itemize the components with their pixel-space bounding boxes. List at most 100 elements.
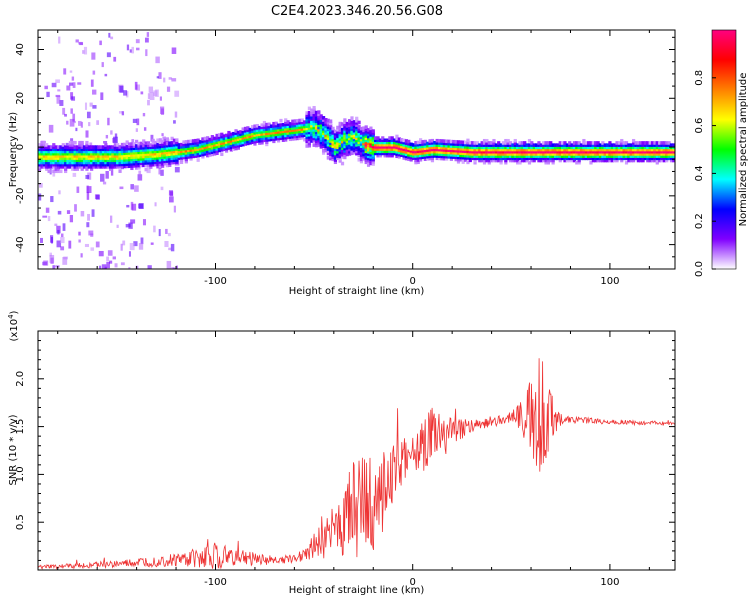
heatmap-cell xyxy=(596,147,600,152)
heatmap-cell xyxy=(92,145,96,149)
heatmap-cell xyxy=(603,152,607,156)
heatmap-cell xyxy=(215,136,219,140)
heatmap-cell xyxy=(66,162,70,167)
heatmap-cell xyxy=(544,147,548,152)
heatmap-cell xyxy=(123,144,127,149)
heatmap-cell xyxy=(144,141,148,146)
heatmap-cell xyxy=(665,147,669,152)
heatmap-cell xyxy=(295,127,300,132)
heatmap-cell xyxy=(274,132,278,137)
heatmap-cell xyxy=(78,162,82,167)
heatmap-cell xyxy=(400,142,404,147)
heatmap-cell xyxy=(329,137,333,141)
heatmap-cell xyxy=(369,152,373,157)
heatmap-cell xyxy=(255,126,259,130)
heatmap-cell xyxy=(80,160,84,165)
heatmap-cell xyxy=(227,139,231,144)
heatmap-cell xyxy=(364,142,368,147)
heatmap-cell xyxy=(246,130,250,135)
heatmap-cell xyxy=(544,154,548,158)
heatmap-cell xyxy=(549,147,553,152)
heatmap-cell xyxy=(468,145,472,149)
heatmap-cell xyxy=(646,147,650,152)
heatmap-cell xyxy=(170,154,174,158)
heatmap-cell xyxy=(636,152,640,156)
heatmap-cell xyxy=(404,150,409,154)
heatmap-cell xyxy=(634,145,638,150)
heatmap-cell xyxy=(277,125,281,130)
heatmap-cell xyxy=(527,160,532,165)
heatmap-cell xyxy=(461,147,465,151)
heatmap-cell xyxy=(210,150,214,154)
heatmap-cell xyxy=(64,160,68,165)
heatmap-cell xyxy=(516,154,520,158)
heatmap-cell xyxy=(388,149,392,154)
heatmap-cell xyxy=(194,152,198,156)
heatmap-cell xyxy=(646,149,650,154)
heatmap-cell xyxy=(82,154,87,158)
heatmap-cell xyxy=(539,152,543,156)
heatmap-cell xyxy=(314,132,319,137)
heatmap-cell xyxy=(542,145,546,150)
heatmap-cell xyxy=(364,145,368,149)
heatmap-cell xyxy=(127,159,132,164)
heatmap-cell xyxy=(189,152,193,157)
heatmap-cell xyxy=(520,149,524,154)
heatmap-cell xyxy=(667,143,671,147)
heatmap-cell xyxy=(196,140,200,145)
heatmap-cell xyxy=(575,147,579,152)
heatmap-cell xyxy=(267,122,271,127)
heatmap-cell xyxy=(120,243,123,251)
heatmap-cell xyxy=(475,154,480,158)
heatmap-cell xyxy=(312,123,316,128)
heatmap-cell xyxy=(506,149,510,154)
heatmap-cell xyxy=(494,152,498,156)
heatmap-cell xyxy=(146,147,151,152)
heatmap-cell xyxy=(71,143,75,147)
heatmap-cell xyxy=(532,154,536,158)
heatmap-cell xyxy=(170,149,174,154)
heatmap-cell xyxy=(80,147,84,152)
heatmap-cell xyxy=(118,158,122,162)
heatmap-cell xyxy=(145,49,148,57)
heatmap-cell xyxy=(615,152,619,156)
heatmap-cell xyxy=(161,142,165,146)
heatmap-cell xyxy=(338,143,342,148)
heatmap-cell xyxy=(236,143,240,148)
heatmap-cell xyxy=(239,132,243,136)
heatmap-cell xyxy=(423,152,427,157)
heatmap-cell xyxy=(298,118,302,123)
heatmap-cell xyxy=(56,156,61,160)
heatmap-cell xyxy=(95,194,100,200)
colorbar-tick-label: 0.4 xyxy=(694,165,705,181)
heatmap-cell xyxy=(411,147,416,152)
heatmap-cell xyxy=(395,134,399,139)
heatmap-cell xyxy=(359,129,364,133)
heatmap-cell xyxy=(565,143,569,147)
heatmap-cell xyxy=(508,154,513,158)
heatmap-cell xyxy=(198,140,203,144)
heatmap-cell xyxy=(435,147,439,152)
heatmap-cell xyxy=(149,145,153,150)
heatmap-cell xyxy=(629,143,633,147)
heatmap-cell xyxy=(116,151,120,156)
heatmap-cell xyxy=(473,141,477,145)
heatmap-cell xyxy=(561,156,565,161)
heatmap-cell xyxy=(113,162,117,167)
heatmap-cell xyxy=(321,140,326,144)
heatmap-cell xyxy=(158,155,162,160)
heatmap-cell xyxy=(518,154,522,158)
heatmap-cell xyxy=(90,247,95,251)
heatmap-cell xyxy=(324,131,328,135)
heatmap-cell xyxy=(584,145,588,150)
heatmap-cell xyxy=(594,149,598,154)
heatmap-cell xyxy=(662,158,666,163)
heatmap-cell xyxy=(348,123,352,128)
heatmap-cell xyxy=(336,132,340,136)
heatmap-cell xyxy=(203,147,207,152)
heatmap-cell xyxy=(480,154,484,158)
heatmap-cell xyxy=(319,120,323,125)
heatmap-cell xyxy=(298,136,302,140)
heatmap-cell xyxy=(291,134,295,139)
heatmap-cell xyxy=(658,145,662,150)
